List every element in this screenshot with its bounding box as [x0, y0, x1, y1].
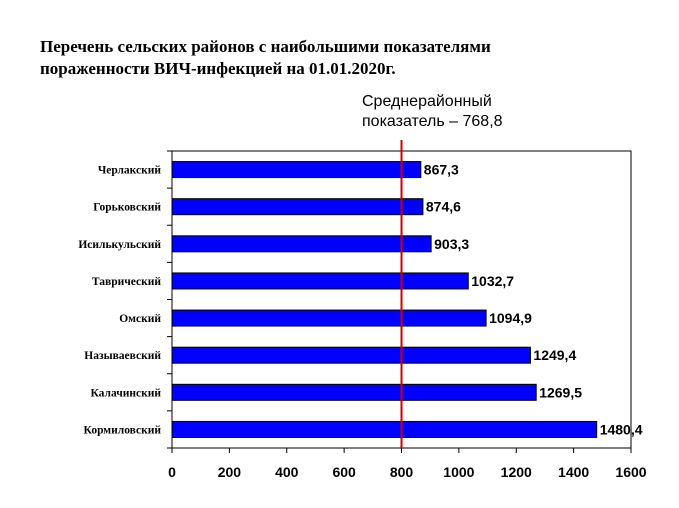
- reference-annotation-line-1: Среднерайонный: [362, 93, 492, 110]
- data-label: 903,3: [434, 236, 469, 252]
- data-label: 1249,4: [533, 347, 576, 363]
- bar: [171, 235, 432, 253]
- x-tick-label: 400: [275, 464, 299, 480]
- category-label: Таврический: [92, 276, 161, 288]
- x-tick-label: 200: [218, 464, 242, 480]
- category-label: Кормиловский: [84, 424, 162, 436]
- chart-title: Перечень сельских районов с наибольшими …: [40, 36, 640, 80]
- x-tick-label: 600: [332, 464, 356, 480]
- bar: [171, 198, 424, 216]
- data-label: 874,6: [426, 199, 461, 215]
- bar: [171, 161, 422, 179]
- reference-annotation-line-2: показатель – 768,8: [362, 113, 503, 130]
- category-label: Горьковский: [93, 202, 161, 214]
- bar: [171, 309, 487, 327]
- category-label: Омский: [119, 313, 161, 325]
- category-label: Исилькульский: [78, 239, 161, 251]
- reference-annotation: Среднерайонный показатель – 768,8: [362, 92, 503, 132]
- data-label: 1480,4: [600, 421, 643, 437]
- category-label: Черлакский: [98, 165, 162, 177]
- data-label: 1269,5: [539, 384, 582, 400]
- chart-title-line-2: пораженности ВИЧ-инфекцией на 01.01.2020…: [40, 59, 396, 78]
- x-tick-label: 1200: [501, 464, 532, 480]
- bar: [171, 383, 537, 401]
- x-tick-label: 0: [168, 464, 176, 480]
- chart-title-line-1: Перечень сельских районов с наибольшими …: [40, 37, 491, 56]
- data-label: 867,3: [424, 162, 459, 178]
- x-tick-label: 1600: [615, 464, 646, 480]
- category-label: Калачинский: [91, 387, 162, 399]
- x-tick-label: 1400: [558, 464, 589, 480]
- x-tick-label: 800: [390, 464, 414, 480]
- data-label: 1094,9: [489, 310, 532, 326]
- bar: [171, 346, 531, 364]
- bar: [171, 272, 469, 290]
- bar: [171, 420, 598, 438]
- category-label: Называевский: [84, 350, 161, 362]
- x-tick-label: 1000: [443, 464, 474, 480]
- data-label: 1032,7: [471, 273, 514, 289]
